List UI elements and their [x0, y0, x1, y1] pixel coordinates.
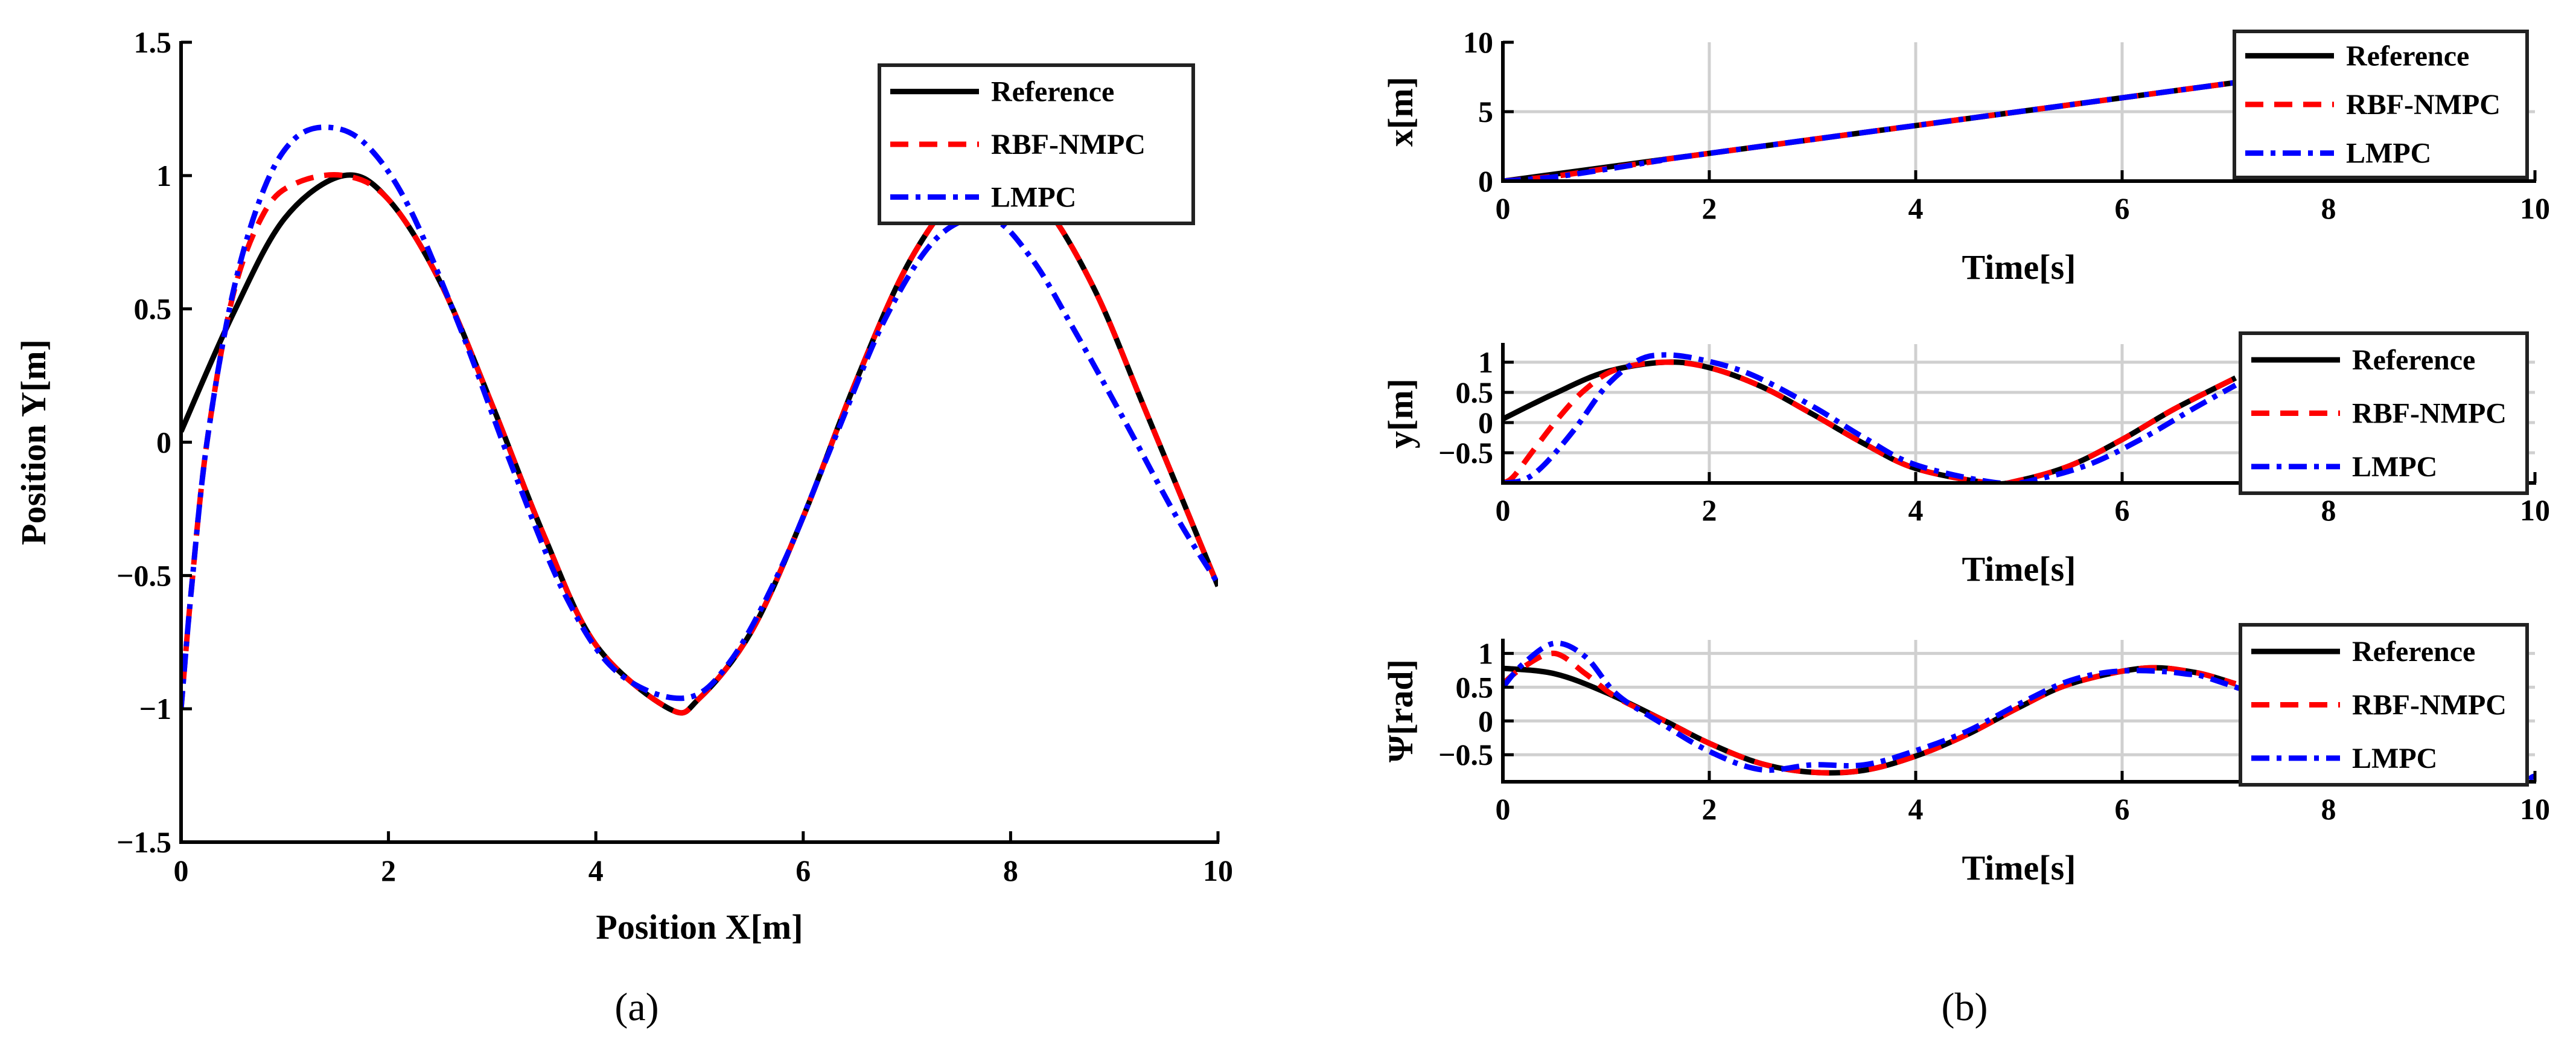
- series-line-reference: [181, 172, 1218, 716]
- x-tick-label: 4: [588, 854, 604, 887]
- y-tick-label: 5: [1478, 95, 1493, 129]
- caption-b: (b): [1942, 985, 1988, 1029]
- x-axis-label: Time[s]: [1962, 549, 2076, 589]
- x-tick-label: 6: [2115, 792, 2130, 826]
- legend: Reference RBF-NMPC LMPC: [878, 63, 1195, 225]
- x-tick-label: 8: [2321, 493, 2336, 527]
- panel-b-x-plot: 0 2 4 6 8 10 10 5 0 Time[s] x[m] Reference RBF-NMPC L…: [1381, 25, 2550, 287]
- x-tick-label: 2: [1702, 493, 1717, 527]
- panel-a-trajectory-plot: 0 2 4 6 8 10 1.5 1 0.5 0 −0.5 −1 −1.5 Position X[m] Po…: [14, 25, 1233, 947]
- series-line-lmpc: [1503, 640, 2535, 782]
- y-tick-label: −0.5: [116, 558, 171, 592]
- legend-label: LMPC: [2346, 138, 2431, 170]
- y-axis-label: y[m]: [1381, 379, 1420, 449]
- y-tick-label: 0: [1478, 164, 1493, 198]
- y-axis-label: x[m]: [1381, 77, 1420, 147]
- legend-label: RBF-NMPC: [991, 129, 1146, 161]
- x-tick-label: 10: [1203, 854, 1233, 887]
- series-line-rbf-nmpc: [181, 172, 1218, 716]
- y-tick-label: −0.5: [1438, 738, 1493, 771]
- x-tick-label: 4: [1908, 191, 1924, 225]
- legend-label: LMPC: [2352, 451, 2437, 483]
- series-line-rbf-nmpc: [1503, 650, 2237, 776]
- y-tick-label: 10: [1463, 25, 1493, 59]
- y-tick-label: 1: [1478, 636, 1493, 670]
- x-tick-label: 0: [1496, 191, 1511, 225]
- x-tick-label: 8: [1003, 854, 1018, 887]
- x-tick-label: 4: [1908, 792, 1924, 826]
- y-tick-label: −0.5: [1438, 436, 1493, 470]
- x-tick-label: 0: [1496, 792, 1511, 826]
- legend-label: LMPC: [2352, 743, 2437, 775]
- legend-label: RBF-NMPC: [2346, 89, 2501, 121]
- y-tick-label: 0.5: [134, 292, 172, 326]
- x-tick-label: 2: [381, 854, 396, 887]
- x-axis-label: Time[s]: [1962, 248, 2076, 287]
- legend-label: RBF-NMPC: [2352, 689, 2507, 721]
- y-tick-label: −1.5: [116, 825, 171, 859]
- series-line-lmpc: [1503, 352, 2237, 483]
- x-tick-label: 10: [2520, 191, 2550, 225]
- panel-b-y-plot: 0 2 4 6 8 1010.50−0.5Time[s]y[m]ReferenceRBF-…: [1381, 331, 2550, 589]
- panel-b-psi-plot: 0 2 4 6 8 1010.50−0.5Time[s]Ψ[rad]ReferenceRB…: [1381, 623, 2550, 887]
- x-tick-label: 6: [795, 854, 811, 887]
- y-tick-label: 0.5: [1456, 670, 1494, 704]
- y-tick-label: 1.5: [134, 25, 172, 59]
- x-tick-label: 2: [1702, 191, 1717, 225]
- x-tick-label: 4: [1908, 493, 1924, 527]
- y-tick-label: −1: [139, 692, 172, 726]
- legend-label: Reference: [2352, 636, 2475, 668]
- caption-a: (a): [614, 985, 658, 1029]
- legend: Reference RBF-NMPC LMPC: [2233, 30, 2529, 179]
- y-tick-label: 0: [1478, 704, 1493, 738]
- x-tick-label: 10: [2520, 792, 2550, 826]
- legend-label: Reference: [2352, 344, 2475, 376]
- legend-label: Reference: [991, 76, 1114, 108]
- series-line-rbf-nmpc: [1503, 359, 2237, 483]
- x-tick-label: 8: [2321, 792, 2336, 826]
- y-tick-label: 1: [1478, 345, 1493, 379]
- x-tick-label: 2: [1702, 792, 1717, 826]
- x-axis-label: Time[s]: [1962, 848, 2076, 887]
- y-axis-label: Ψ[rad]: [1381, 659, 1420, 762]
- y-axis-label: Position Y[m]: [14, 339, 53, 545]
- y-tick-label: 0: [1478, 406, 1493, 439]
- legend-label: RBF-NMPC: [2352, 398, 2507, 430]
- y-tick-label: 0: [156, 426, 171, 459]
- y-tick-label: 1: [156, 159, 171, 193]
- legend-label: LMPC: [991, 181, 1076, 213]
- legend: Reference RBF-NMPC LMPC: [2239, 623, 2529, 787]
- series-line-reference: [1503, 359, 2237, 483]
- x-tick-label: 10: [2520, 493, 2550, 527]
- x-tick-label: 6: [2115, 191, 2130, 225]
- x-tick-label: 0: [1496, 493, 1511, 527]
- series-line-lmpc: [1503, 80, 2236, 181]
- x-axis-label: Position X[m]: [596, 907, 803, 947]
- y-tick-label: 0.5: [1456, 375, 1494, 409]
- x-tick-label: 6: [2115, 493, 2130, 527]
- legend: Reference RBF-NMPC LMPC: [2239, 331, 2529, 495]
- legend-label: Reference: [2346, 40, 2469, 72]
- x-tick-label: 8: [2321, 191, 2336, 225]
- x-tick-label: 0: [174, 854, 189, 887]
